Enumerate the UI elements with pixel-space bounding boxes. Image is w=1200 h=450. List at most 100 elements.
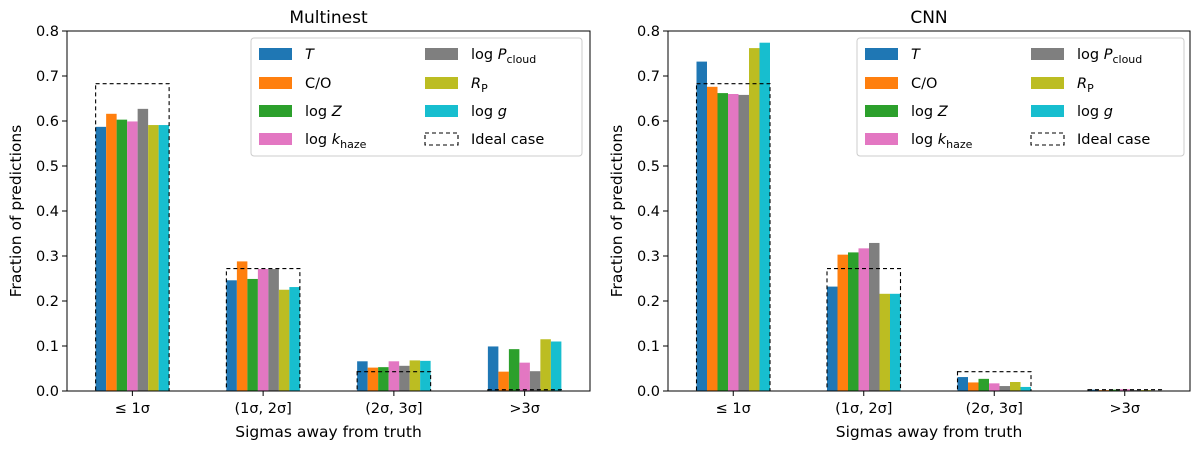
legend-label-main: g: [1104, 104, 1113, 120]
legend-label-main: g: [498, 104, 507, 120]
y-tick-label: 0.2: [36, 294, 59, 310]
bar-log-g-2: [1021, 387, 1032, 391]
legend-label-subscript: cloud: [1112, 53, 1142, 66]
bar-r-p-1: [279, 290, 290, 391]
legend-label-log-g: log g: [1077, 104, 1113, 120]
bar-c-o-2: [968, 382, 979, 391]
legend-label-prefix: log: [305, 132, 332, 148]
legend-label-c-o: C/O: [305, 76, 331, 92]
legend-label-main: P: [498, 47, 507, 63]
bar-r-p-3: [540, 339, 551, 391]
legend-label-main: T: [305, 47, 315, 63]
legend-label-prefix: log: [305, 104, 332, 120]
legend-label-prefix: log: [911, 132, 938, 148]
bar-log-z-3: [509, 349, 520, 391]
y-tick-label: 0.7: [36, 69, 59, 85]
bar-log-k-haze-0: [127, 121, 138, 391]
x-tick-label: >3σ: [1109, 401, 1140, 417]
legend-handle-log-k-haze: [865, 133, 898, 145]
legend-label-prefix: log: [1077, 47, 1104, 63]
legend-handle-t: [865, 48, 898, 60]
y-tick-label: 0.1: [637, 339, 660, 355]
y-tick-label: 0.4: [36, 204, 59, 220]
bar-log-g-3: [551, 342, 562, 392]
y-tick-label: 0.3: [637, 249, 660, 265]
legend-handle-log-p-cloud: [1031, 48, 1064, 60]
legend-label-subscript: haze: [946, 138, 972, 151]
bar-log-z-2: [979, 379, 990, 391]
legend-label-prefix: log: [471, 47, 498, 63]
bar-log-k-haze-3: [519, 363, 530, 391]
bar-c-o-1: [838, 255, 849, 391]
legend-handle-log-g: [1031, 105, 1064, 117]
legend-label-main: Ideal case: [471, 132, 544, 148]
x-tick-label: ≤ 1σ: [115, 401, 150, 417]
bar-t-2: [958, 377, 969, 391]
y-tick-label: 0.3: [36, 249, 59, 265]
legend-label-main: C/O: [911, 76, 937, 92]
x-tick-label: (1σ, 2σ]: [835, 401, 892, 417]
bar-r-p-2: [410, 360, 421, 391]
y-tick-label: 0.1: [36, 339, 59, 355]
bar-log-g-2: [420, 361, 431, 391]
x-tick-label: (1σ, 2σ]: [234, 401, 291, 417]
x-tick-label: ≤ 1σ: [716, 401, 751, 417]
legend-label-subscript: P: [481, 82, 488, 95]
legend-label-main: Z: [937, 104, 949, 120]
bar-log-k-haze-1: [859, 248, 870, 391]
bar-log-p-cloud-1: [268, 269, 279, 391]
legend-label-ideal-case: Ideal case: [1077, 132, 1150, 148]
bar-log-z-1: [848, 252, 859, 391]
legend-handle-t: [259, 48, 292, 60]
bar-log-g-1: [289, 287, 300, 391]
x-tick-label: >3σ: [509, 401, 540, 417]
legend-label-c-o: C/O: [911, 76, 937, 92]
y-tick-label: 0.5: [36, 159, 59, 175]
bar-log-z-1: [247, 279, 258, 391]
x-axis-label: Sigmas away from truth: [235, 423, 422, 441]
bar-c-o-0: [106, 114, 117, 391]
legend-label-main: T: [911, 47, 921, 63]
legend-label-prefix: log: [471, 104, 498, 120]
bar-t-1: [827, 287, 838, 391]
legend-label-main: P: [1104, 47, 1113, 63]
bar-r-p-2: [1010, 382, 1021, 391]
y-axis-label: Fraction of predictions: [7, 125, 25, 298]
bar-log-z-0: [718, 93, 729, 391]
bar-log-p-cloud-0: [739, 95, 750, 391]
bar-log-k-haze-0: [728, 94, 739, 391]
legend-handle-log-k-haze: [259, 133, 292, 145]
y-tick-label: 0.6: [36, 114, 59, 130]
bar-c-o-3: [498, 372, 509, 391]
bar-log-p-cloud-0: [138, 109, 149, 391]
bar-log-g-0: [760, 43, 771, 391]
legend-label-subscript: cloud: [506, 53, 536, 66]
legend-label-ideal-case: Ideal case: [471, 132, 544, 148]
x-tick-label: (2σ, 3σ]: [966, 401, 1023, 417]
y-tick-label: 0.4: [637, 204, 660, 220]
legend-handle-log-p-cloud: [425, 48, 458, 60]
legend-label-t: T: [911, 47, 921, 63]
bar-log-p-cloud-2: [1000, 386, 1011, 391]
bar-c-o-0: [707, 87, 718, 391]
chart-title: CNN: [910, 8, 947, 28]
y-axis-label: Fraction of predictions: [608, 125, 626, 298]
bar-r-p-0: [148, 125, 159, 391]
legend-label-main: Z: [331, 104, 343, 120]
y-tick-label: 0.8: [36, 24, 59, 40]
legend-handle-r-p: [425, 77, 458, 89]
x-axis-label: Sigmas away from truth: [836, 423, 1023, 441]
legend-label-log-g: log g: [471, 104, 507, 120]
y-tick-label: 0.7: [637, 69, 660, 85]
legend-handle-c-o: [865, 77, 898, 89]
legend-label-main: C/O: [305, 76, 331, 92]
legend-label-main: R: [1077, 76, 1087, 92]
legend-handle-r-p: [1031, 77, 1064, 89]
legend-label-prefix: log: [1077, 104, 1104, 120]
bar-t-0: [697, 62, 708, 391]
y-tick-label: 0.5: [637, 159, 660, 175]
legend-label-subscript: P: [1087, 82, 1094, 95]
y-tick-label: 0.0: [637, 384, 660, 400]
